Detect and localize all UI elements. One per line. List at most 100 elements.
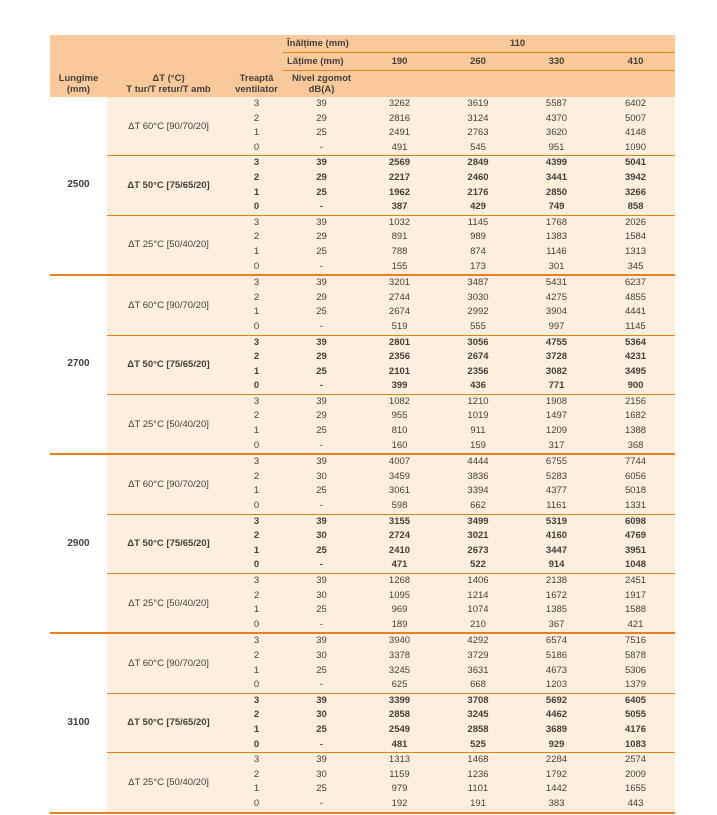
output-value: 2549 — [360, 722, 439, 738]
fan-stage: 2 — [230, 767, 283, 783]
header-row-columns: Lungime (mm) ΔT (°C) T tur/T retur/T amb… — [50, 70, 676, 97]
fan-stage: 0 — [230, 678, 283, 694]
table-row: 1 25 3061 3394 4377 5018 — [50, 484, 676, 500]
header-row-inaltime: Înălțime (mm) 110 — [50, 35, 676, 53]
lungime-value: 3100 — [50, 632, 107, 814]
fan-stage: 1 — [230, 305, 283, 320]
output-value: 1032 — [360, 214, 439, 231]
table-row: 1 25 2410 2673 3447 3951 — [50, 543, 676, 559]
delta-t-label: ΔT 25°C [50/40/20] — [107, 573, 230, 634]
noise-level: 39 — [283, 393, 360, 410]
output-value: 2356 — [360, 350, 439, 365]
noise-level: 39 — [283, 155, 360, 171]
noise-level: - — [283, 438, 360, 455]
output-value: 5319 — [517, 513, 596, 530]
header-lungime: Lungime (mm) — [50, 70, 107, 97]
output-value: 625 — [360, 678, 439, 694]
noise-level: - — [283, 319, 360, 335]
output-value: 6755 — [517, 453, 596, 470]
output-value: 4855 — [596, 290, 676, 306]
output-value: 3056 — [439, 334, 517, 351]
noise-level: - — [283, 796, 360, 814]
delta-t-label: ΔT 60°C [90/70/20] — [107, 274, 230, 335]
output-value: 4441 — [596, 305, 676, 320]
header-delta-t-line1: ΔT (°C) — [152, 72, 185, 84]
output-value: 1159 — [360, 767, 439, 783]
output-value: 3447 — [517, 543, 596, 559]
output-value: 3729 — [439, 648, 517, 664]
output-value: 749 — [517, 200, 596, 216]
table-row: ΔT 25°C [50/40/20] 3 39 1268 1406 2138 2451 — [50, 572, 676, 634]
fan-stage: 1 — [230, 603, 283, 618]
output-value: 5878 — [596, 648, 676, 664]
table-row: ΔT 50°C [75/65/20] 3 39 3155 3499 5319 6098 — [50, 513, 676, 574]
delta-t-label: ΔT 25°C [50/40/20] — [107, 393, 230, 455]
table-row: 1 25 2674 2992 3904 4441 — [50, 305, 676, 320]
output-value: 2356 — [439, 364, 517, 380]
output-value: 1383 — [517, 230, 596, 245]
lungime-value: 2500 — [50, 97, 107, 276]
header-delta-t: ΔT (°C) T tur/T retur/T amb — [107, 70, 230, 97]
output-value: 2009 — [596, 767, 676, 783]
noise-level: 39 — [283, 97, 360, 112]
output-value: 2491 — [360, 126, 439, 141]
table-row: 1 25 810 911 1209 1388 — [50, 424, 676, 439]
output-value: 4148 — [596, 126, 676, 141]
output-value: 3378 — [360, 648, 439, 664]
output-value: 1406 — [439, 572, 517, 589]
fan-stage: 0 — [230, 558, 283, 574]
output-value: 443 — [596, 796, 676, 814]
fan-stage: 2 — [230, 409, 283, 425]
output-value: 5306 — [596, 663, 676, 679]
fan-stage: 0 — [230, 438, 283, 455]
noise-level: 25 — [283, 663, 360, 679]
output-value: 3155 — [360, 513, 439, 530]
output-value: 810 — [360, 424, 439, 439]
noise-level: 25 — [283, 603, 360, 618]
fan-stage: 1 — [230, 185, 283, 201]
header-treapta-line2: ventilator — [235, 83, 278, 95]
output-value: 5692 — [517, 692, 596, 709]
table-row: 2 29 891 989 1383 1584 — [50, 230, 676, 245]
fan-stage: 3 — [230, 97, 283, 112]
output-value: 3487 — [439, 274, 517, 291]
noise-level: 39 — [283, 572, 360, 589]
noise-level: 30 — [283, 588, 360, 604]
output-value: 5431 — [517, 274, 596, 291]
output-value: 2574 — [596, 752, 676, 768]
output-value: 598 — [360, 499, 439, 515]
table-row: 1 25 1962 2176 2850 3266 — [50, 185, 676, 201]
header-lungime-line1: Lungime — [58, 72, 99, 84]
fan-stage: 3 — [230, 752, 283, 768]
table-row: 2 30 2724 3021 4160 4769 — [50, 529, 676, 544]
noise-level: 39 — [283, 752, 360, 768]
fan-stage: 2 — [230, 708, 283, 723]
table-header: Înălțime (mm) 110 Lățime (mm) 190 260 33… — [50, 35, 676, 97]
delta-t-label: ΔT 60°C [90/70/20] — [107, 97, 230, 156]
fan-stage: 2 — [230, 111, 283, 127]
output-value: 5587 — [517, 97, 596, 112]
output-value: 387 — [360, 200, 439, 216]
fan-stage: 0 — [230, 499, 283, 515]
output-value: 3836 — [439, 469, 517, 485]
table-row: 0-491 545 951 1090 — [50, 140, 676, 156]
fan-stage: 0 — [230, 617, 283, 634]
table-row: 0-399 436 771 900 — [50, 379, 676, 395]
noise-level: - — [283, 499, 360, 515]
fan-stage: 1 — [230, 663, 283, 679]
header-width-260: 260 — [439, 52, 517, 71]
output-value: 3708 — [439, 692, 517, 709]
output-value: 891 — [360, 230, 439, 245]
noise-level: - — [283, 678, 360, 694]
table-row: ΔT 50°C [75/65/20] 3 39 2569 2849 4399 5041 — [50, 155, 676, 216]
fan-stage: 2 — [230, 469, 283, 485]
delta-t-label: ΔT 50°C [75/65/20] — [107, 155, 230, 216]
header-zgomot-line1: Nivel zgomot — [291, 73, 352, 84]
output-value: 1672 — [517, 588, 596, 604]
table-row: 1 25 2101 2356 3082 3495 — [50, 364, 676, 380]
output-value: 874 — [439, 244, 517, 260]
output-value: 2724 — [360, 529, 439, 544]
output-value: 522 — [439, 558, 517, 574]
output-value: 1588 — [596, 603, 676, 618]
fan-stage: 2 — [230, 529, 283, 544]
